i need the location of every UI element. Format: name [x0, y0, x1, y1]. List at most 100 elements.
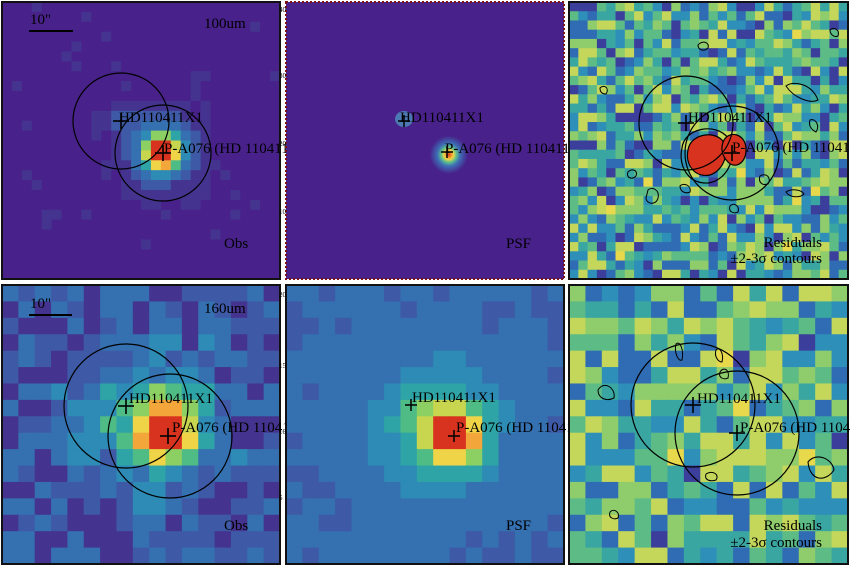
image-pixel [782, 158, 793, 169]
image-pixel [680, 269, 691, 279]
image-pixel [51, 465, 69, 483]
image-pixel [764, 57, 775, 68]
image-pixel [141, 91, 152, 102]
image-pixel [220, 180, 231, 191]
image-pixel [335, 334, 353, 352]
image-pixel [810, 140, 821, 151]
image-pixel [820, 251, 830, 262]
image-pixel [190, 130, 202, 142]
image-pixel [831, 531, 848, 549]
image-pixel [214, 285, 232, 303]
image-pixel [798, 531, 816, 549]
image-pixel [820, 29, 830, 40]
image-pixel [749, 449, 767, 467]
panel-frame [568, 284, 849, 565]
image-pixel [210, 259, 222, 270]
image-pixel [2, 514, 19, 532]
image-pixel [81, 100, 92, 112]
image-pixel [782, 214, 793, 225]
image-pixel [820, 158, 830, 169]
image-pixel [618, 350, 636, 368]
image-pixel [214, 481, 232, 499]
image-pixel [210, 239, 222, 250]
image-pixel [652, 57, 663, 68]
image-pixel [198, 449, 216, 467]
image-pixel [569, 317, 587, 335]
image-pixel [652, 112, 663, 123]
image-pixel [83, 383, 101, 401]
image-pixel [596, 168, 607, 179]
image-pixel [587, 232, 598, 243]
image-pixel [680, 2, 691, 12]
image-pixel [230, 229, 241, 241]
image-pixel [170, 51, 182, 62]
image-pixel [689, 75, 700, 86]
image-pixel [671, 85, 682, 95]
image-pixel [116, 449, 134, 467]
image-pixel [618, 383, 636, 401]
image-pixel [81, 140, 92, 151]
image-pixel [2, 31, 13, 43]
image-pixel [61, 81, 73, 92]
image-pixel [667, 367, 685, 385]
image-pixel [792, 223, 803, 234]
image-pixel [596, 214, 607, 225]
image-pixel [745, 186, 756, 197]
image-pixel [149, 285, 167, 303]
image-pixel [200, 269, 212, 279]
image-pixel [11, 239, 23, 250]
image-pixel [531, 432, 549, 450]
image-pixel [302, 432, 320, 450]
image-pixel [286, 317, 303, 335]
image-pixel [680, 48, 691, 58]
image-pixel [782, 498, 800, 516]
image-pixel [318, 498, 336, 516]
image-pixel [615, 66, 626, 77]
image-pixel [727, 242, 737, 252]
image-pixel [260, 199, 271, 211]
image-pixel [465, 285, 483, 303]
image-pixel [601, 416, 619, 434]
image-pixel [165, 465, 183, 483]
image-pixel [736, 20, 747, 31]
image-pixel [31, 31, 43, 43]
image-pixel [596, 260, 607, 271]
image-pixel [829, 232, 840, 243]
image-pixel [198, 399, 216, 417]
image-pixel [773, 29, 784, 40]
image-pixel [190, 180, 202, 191]
image-pixel [210, 21, 222, 33]
image-pixel [514, 317, 532, 335]
image-pixel [31, 209, 43, 221]
image-pixel [689, 94, 700, 105]
image-pixel [578, 75, 589, 86]
image-pixel [782, 57, 793, 68]
image-pixel [792, 66, 803, 77]
image-pixel [302, 449, 320, 467]
image-pixel [717, 112, 728, 123]
image-pixel [651, 531, 669, 549]
image-pixel [141, 160, 152, 171]
image-pixel [643, 103, 654, 114]
image-pixel [514, 383, 532, 401]
image-pixel [689, 38, 700, 49]
image-pixel [699, 260, 710, 271]
image-pixel [708, 223, 719, 234]
image-pixel [716, 383, 734, 401]
image-pixel [749, 481, 767, 499]
image-pixel [83, 547, 101, 564]
image-pixel [100, 317, 118, 335]
image-pixel [100, 334, 118, 352]
image-pixel [733, 465, 751, 483]
source-label-x1: HD110411X1 [688, 110, 772, 126]
image-pixel [416, 367, 434, 385]
image-pixel [180, 259, 192, 270]
image-pixel [634, 531, 652, 549]
image-pixel [764, 186, 775, 197]
image-pixel [230, 11, 241, 23]
image-pixel [31, 150, 43, 161]
image-pixel [31, 259, 43, 270]
image-pixel [200, 239, 212, 250]
image-pixel [643, 112, 654, 123]
image-pixel [587, 177, 598, 188]
